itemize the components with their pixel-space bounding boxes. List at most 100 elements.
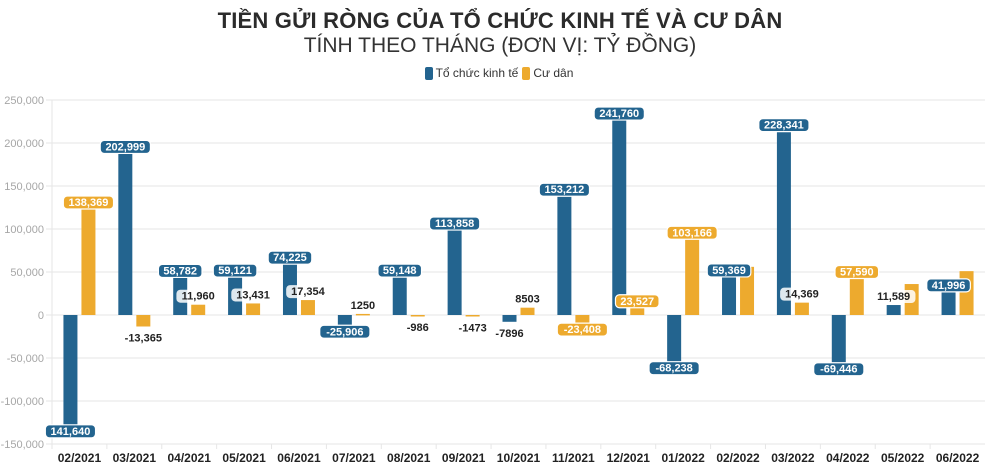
data-label: -68,238 <box>648 361 700 376</box>
data-label: 59,121 <box>212 263 258 278</box>
bar-to-chuc-kinh-te <box>612 107 627 316</box>
data-label: 59,369 <box>706 263 752 278</box>
svg-text:241,760: 241,760 <box>599 108 639 120</box>
data-label: 228,341 <box>758 118 810 133</box>
legend-item-to-chuc-kinh-te[interactable]: Tổ chức kinh tế <box>424 66 519 80</box>
svg-text:59,148: 59,148 <box>383 265 417 277</box>
data-label: 11,960 <box>176 289 221 303</box>
svg-text:-13,365: -13,365 <box>125 332 162 344</box>
legend-label: Tổ chức kinh tế <box>435 66 519 80</box>
y-tick-label: -50,000 <box>7 353 44 365</box>
x-tick-label: 10/2021 <box>497 451 541 465</box>
bar-cu-dan <box>465 315 480 317</box>
x-tick-label: 03/2022 <box>771 451 815 465</box>
data-label: -69,446 <box>813 362 865 377</box>
legend-item-cu-dan[interactable]: Cư dân <box>522 66 573 80</box>
data-label: 113,858 <box>428 216 481 231</box>
data-label: -7896 <box>491 326 528 340</box>
bar-cu-dan <box>685 226 700 315</box>
svg-text:59,121: 59,121 <box>218 265 252 277</box>
y-tick-label: 200,000 <box>4 138 44 150</box>
svg-text:-986: -986 <box>407 322 429 334</box>
data-label: 103,166 <box>666 225 718 240</box>
data-label: 58,782 <box>157 263 203 279</box>
data-label: 11,589 <box>871 290 916 304</box>
data-label: -25,906 <box>319 324 371 339</box>
bar-to-chuc-kinh-te <box>63 315 78 437</box>
svg-text:-7896: -7896 <box>495 328 523 340</box>
svg-text:41,996: 41,996 <box>932 280 966 292</box>
data-label: 74,225 <box>267 250 313 265</box>
svg-text:103,166: 103,166 <box>672 227 712 239</box>
svg-text:138,369: 138,369 <box>69 197 109 209</box>
svg-text:-68,238: -68,238 <box>655 363 692 375</box>
x-axis: 02/2021 03/2021 04/2021 05/2021 06/2021 07/20… <box>51 444 980 465</box>
chart-legend: Tổ chức kinh tế Cư dân <box>0 66 1000 80</box>
svg-text:113,858: 113,858 <box>435 218 474 230</box>
svg-text:14,369: 14,369 <box>785 289 819 301</box>
svg-text:13,431: 13,431 <box>236 289 270 301</box>
y-tick-label: 100,000 <box>4 224 44 236</box>
x-tick-label: 05/2022 <box>881 451 925 465</box>
svg-text:11,589: 11,589 <box>877 291 910 303</box>
x-tick-label: 12/2021 <box>607 451 651 465</box>
x-tick-label: 02/2022 <box>716 451 760 465</box>
data-label: 14,369 <box>780 287 824 301</box>
svg-text:8503: 8503 <box>515 294 539 306</box>
data-label: 241,760 <box>593 106 645 121</box>
bar-to-chuc-kinh-te <box>667 315 682 374</box>
legend-label: Cư dân <box>533 66 574 80</box>
chart-subtitle: TÍNH THEO THÁNG (ĐƠN VỊ: TỶ ĐỒNG) <box>303 34 697 57</box>
data-label: -23,408 <box>556 322 609 337</box>
data-label: 202,999 <box>99 139 152 155</box>
data-label: 8503 <box>512 292 543 306</box>
x-tick-label: 03/2021 <box>113 451 157 465</box>
bar-to-chuc-kinh-te <box>502 315 517 322</box>
y-tick-label: 0 <box>38 310 44 322</box>
bar-cu-dan <box>959 271 974 315</box>
bar-cu-dan <box>136 315 151 327</box>
y-tick-label: 250,000 <box>4 95 44 107</box>
data-label: 17,354 <box>286 285 330 299</box>
svg-text:74,225: 74,225 <box>273 252 307 264</box>
bar-to-chuc-kinh-te <box>447 217 462 315</box>
legend-swatch-blue <box>424 66 433 80</box>
bar-cu-dan <box>81 196 96 315</box>
svg-text:228,341: 228,341 <box>764 120 804 132</box>
data-label: 23,527 <box>614 294 660 309</box>
data-label: 141,640 <box>44 424 97 439</box>
svg-text:202,999: 202,999 <box>105 141 145 153</box>
x-tick-label: 05/2021 <box>222 451 266 465</box>
data-label: 153,212 <box>538 182 591 197</box>
bar-to-chuc-kinh-te <box>118 140 133 315</box>
bar-cu-dan <box>520 307 535 315</box>
bar-to-chuc-kinh-te <box>557 183 572 315</box>
svg-text:58,782: 58,782 <box>163 265 197 277</box>
x-tick-label: 11/2021 <box>552 451 595 465</box>
svg-text:141,640: 141,640 <box>51 426 91 438</box>
x-tick-label: 08/2021 <box>387 451 431 465</box>
data-label: -1473 <box>454 321 492 335</box>
x-tick-label: 01/2022 <box>661 451 705 465</box>
bar-to-chuc-kinh-te <box>282 251 297 315</box>
bar-to-chuc-kinh-te <box>831 315 846 375</box>
y-tick-label: 150,000 <box>4 181 44 193</box>
legend-swatch-yellow <box>522 66 531 80</box>
data-label: 13,431 <box>231 288 275 302</box>
bar-cu-dan <box>191 304 206 315</box>
svg-text:-1473: -1473 <box>459 322 487 334</box>
data-label: 57,590 <box>834 264 880 280</box>
y-tick-label: -150,000 <box>1 439 44 451</box>
y-axis: 250,000 200,000 150,000 100,000 50,000 0 -50,0… <box>1 95 44 451</box>
x-tick-label: 04/2022 <box>826 451 870 465</box>
x-tick-label: 04/2021 <box>168 451 212 465</box>
svg-text:23,527: 23,527 <box>620 296 654 308</box>
bar-cu-dan <box>300 300 315 315</box>
data-label: 1250 <box>347 298 379 312</box>
x-tick-label: 06/2021 <box>277 451 321 465</box>
svg-text:153,212: 153,212 <box>544 184 584 196</box>
bar-cu-dan <box>355 313 370 316</box>
data-labels: 141,640 202,999 58,782 59,121 74,225 -25,906 5… <box>44 106 971 439</box>
x-tick-label: 09/2021 <box>442 451 486 465</box>
